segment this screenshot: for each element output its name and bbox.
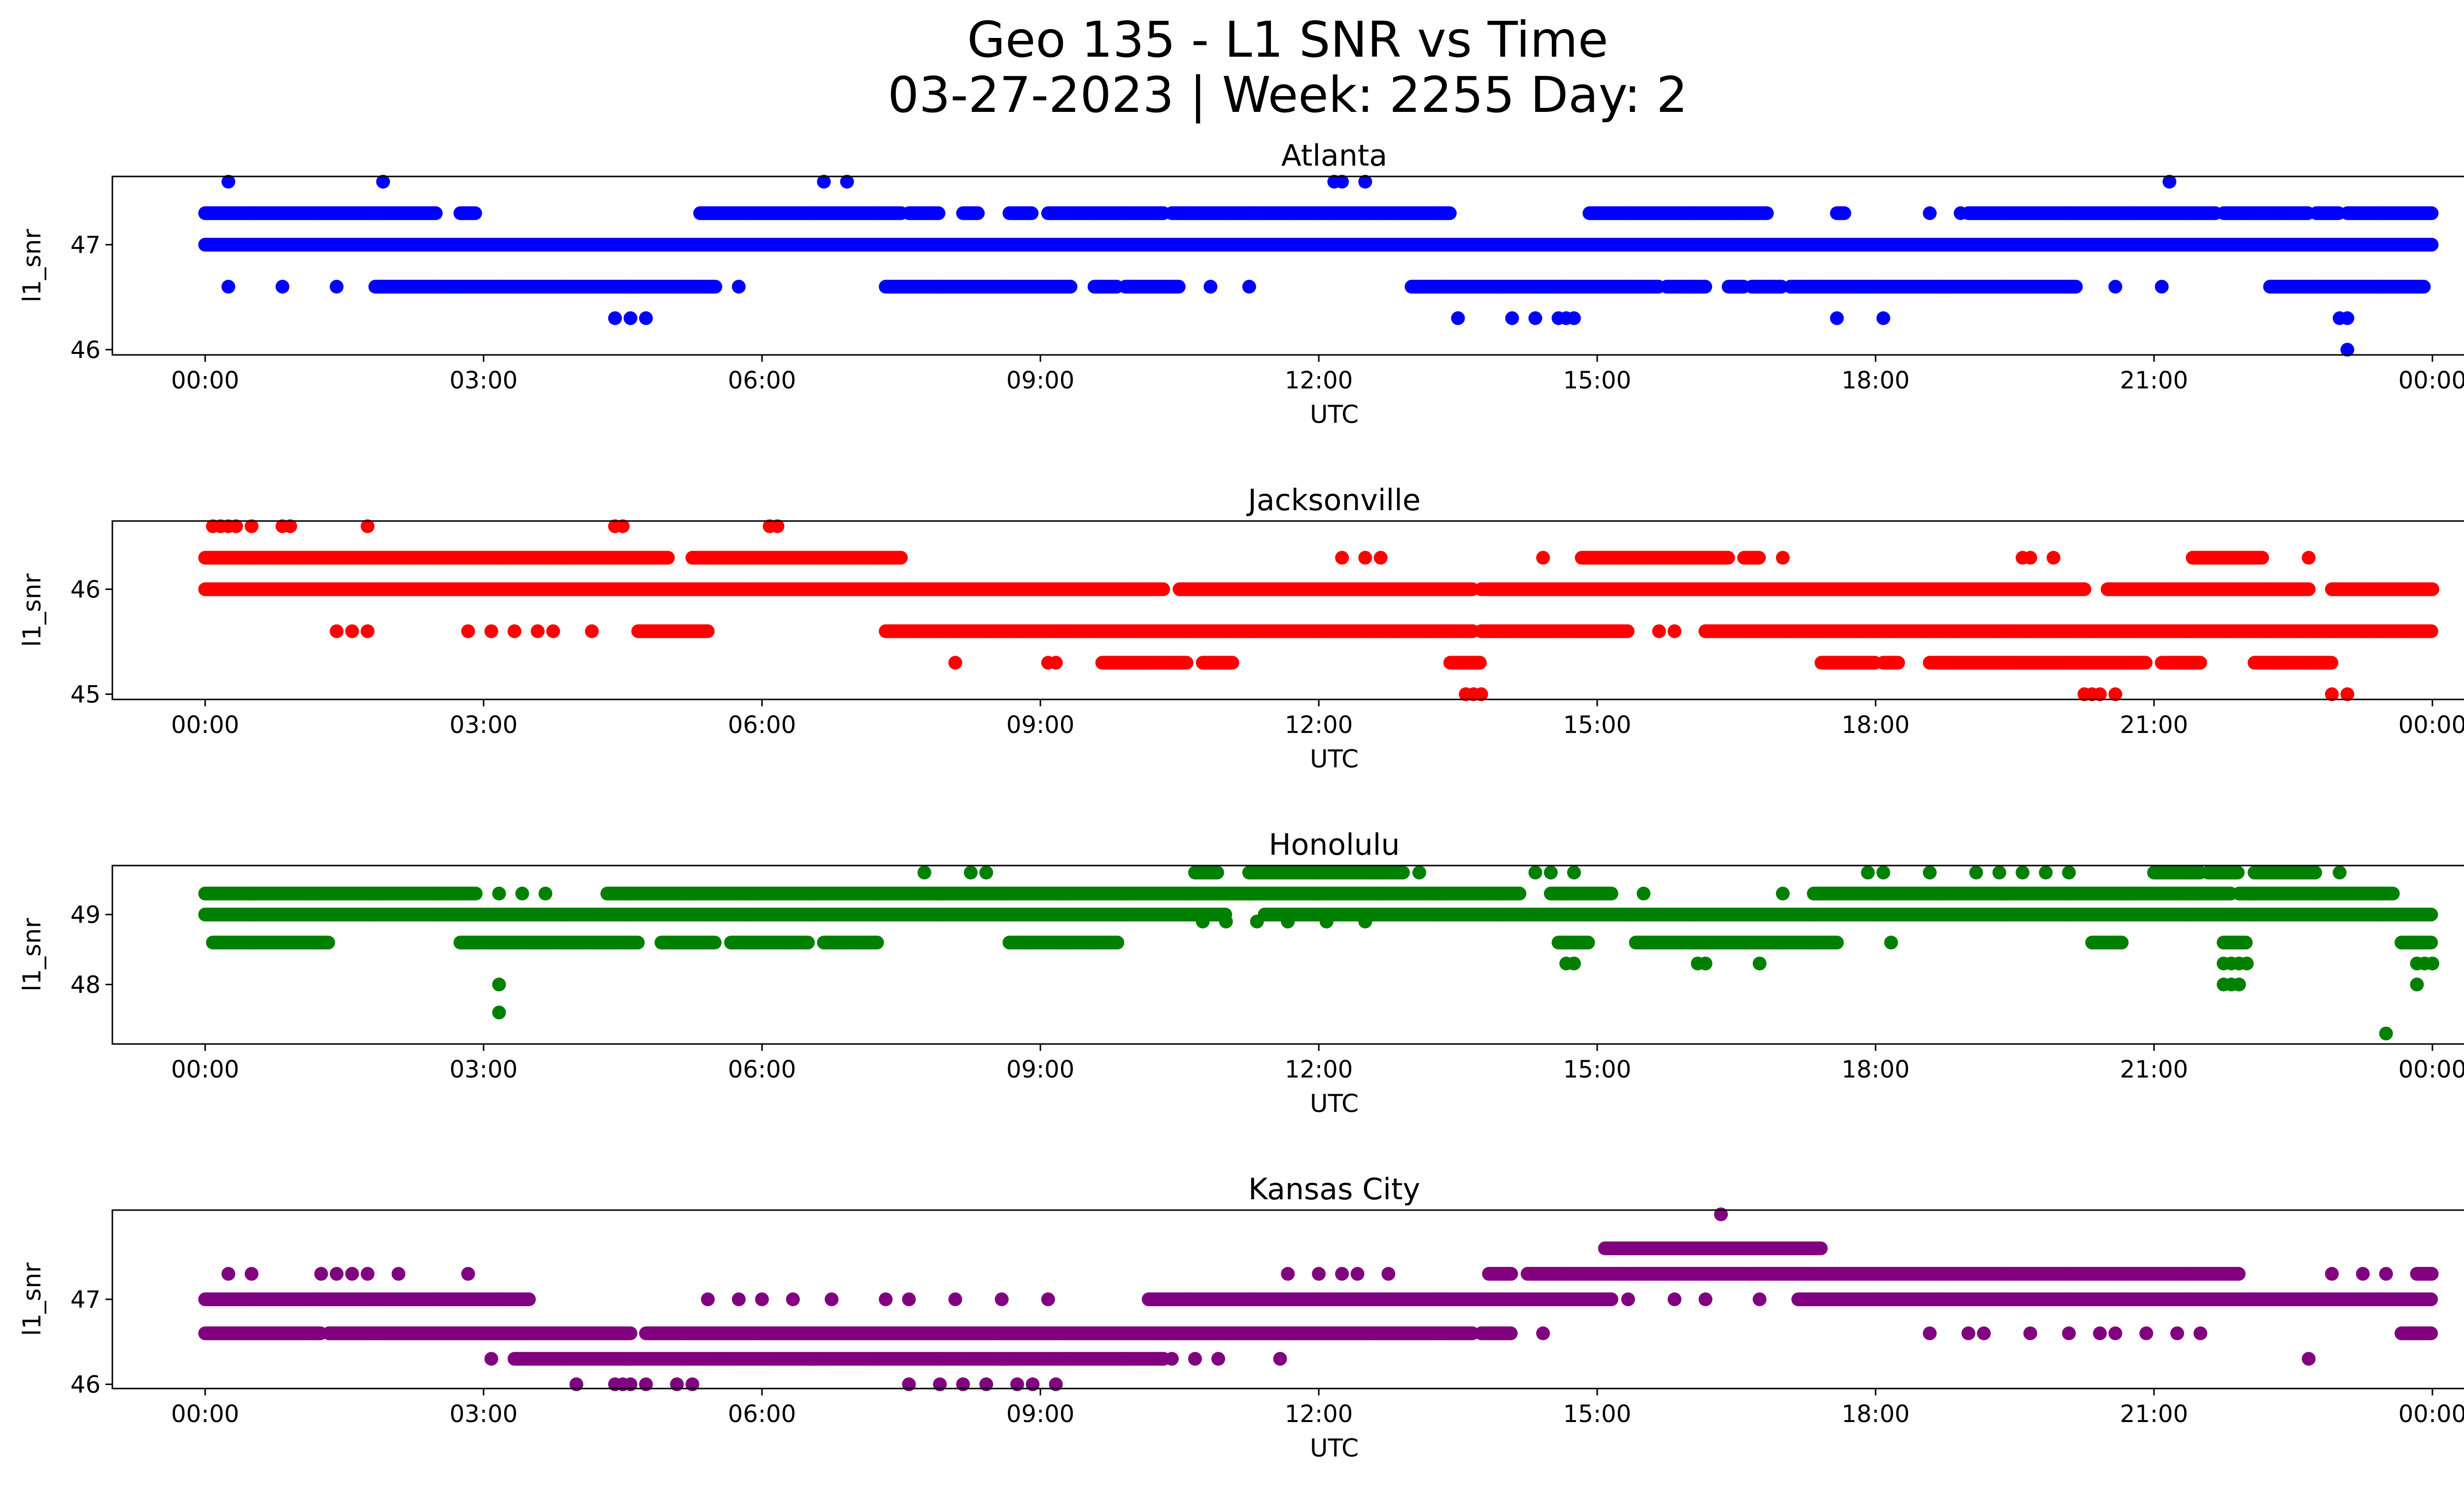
data-point bbox=[639, 311, 653, 325]
subplot-atlanta: Atlanta 00:00 03:00 06:00 09:00 12:00 15:00 18:… bbox=[18, 139, 2464, 429]
x-tick-label: 15:00 bbox=[1563, 367, 1631, 394]
data-point bbox=[1876, 311, 1890, 325]
subplot-title: Atlanta bbox=[1281, 139, 1387, 173]
data-point bbox=[2108, 279, 2122, 294]
data-point bbox=[708, 279, 722, 294]
data-point bbox=[2425, 238, 2439, 252]
data-points-jacksonville bbox=[198, 519, 2439, 701]
x-tick-label: 18:00 bbox=[1842, 367, 1910, 394]
data-point bbox=[275, 279, 290, 294]
data-point bbox=[1567, 311, 1581, 325]
x-tick-label: 09:00 bbox=[1006, 367, 1074, 394]
data-points-atlanta bbox=[198, 174, 2439, 357]
subplot-title: Jacksonville bbox=[1246, 483, 1421, 518]
data-point bbox=[1156, 582, 1170, 596]
data-point bbox=[661, 551, 675, 565]
data-point bbox=[221, 279, 236, 294]
y-tick-label: 47 bbox=[70, 231, 101, 259]
x-axis-label: UTC bbox=[1310, 400, 1359, 429]
axes-frame bbox=[111, 175, 2464, 356]
data-point bbox=[1451, 311, 1465, 325]
chart-title-line1: Geo 135 - L1 SNR vs Time bbox=[967, 11, 1608, 69]
data-point bbox=[1698, 279, 1712, 294]
data-point bbox=[732, 279, 746, 294]
data-point bbox=[2255, 551, 2269, 565]
data-point bbox=[2425, 206, 2439, 220]
data-point bbox=[1953, 206, 1968, 220]
chart-title-line2: 03-27-2023 | Week: 2255 Day: 2 bbox=[888, 66, 1688, 124]
data-point bbox=[1025, 206, 1039, 220]
data-point bbox=[330, 279, 344, 294]
data-point bbox=[1721, 551, 1735, 565]
data-point bbox=[1203, 279, 1218, 294]
data-point bbox=[931, 206, 946, 220]
x-tick-label: 12:00 bbox=[1285, 367, 1353, 394]
data-point bbox=[1171, 279, 1186, 294]
data-point bbox=[1752, 551, 1766, 565]
data-point bbox=[1837, 206, 1851, 220]
data-point bbox=[1760, 206, 1774, 220]
data-point bbox=[1505, 311, 1519, 325]
data-point bbox=[2155, 279, 2169, 294]
data-point bbox=[623, 311, 638, 325]
data-point bbox=[2417, 279, 2431, 294]
data-point bbox=[1442, 206, 1457, 220]
data-point bbox=[429, 206, 443, 220]
x-tick-label: 00:00 bbox=[171, 367, 239, 394]
y-axis-label: l1_snr bbox=[18, 229, 46, 302]
data-point bbox=[971, 206, 985, 220]
data-point bbox=[2069, 279, 2083, 294]
x-tick-label: 21:00 bbox=[2120, 367, 2188, 394]
data-point bbox=[2340, 311, 2355, 325]
data-point bbox=[1528, 311, 1542, 325]
y-tick-label: 46 bbox=[70, 336, 101, 364]
x-tick-label: 00:00 bbox=[2398, 367, 2464, 394]
x-tick-label: 06:00 bbox=[728, 367, 796, 394]
data-point bbox=[1063, 279, 1078, 294]
data-point bbox=[1830, 311, 1844, 325]
data-point bbox=[468, 206, 482, 220]
data-point bbox=[1242, 279, 1256, 294]
data-point bbox=[608, 311, 622, 325]
data-point bbox=[894, 551, 908, 565]
x-tick-label: 03:00 bbox=[449, 367, 517, 394]
data-point bbox=[1922, 206, 1937, 220]
